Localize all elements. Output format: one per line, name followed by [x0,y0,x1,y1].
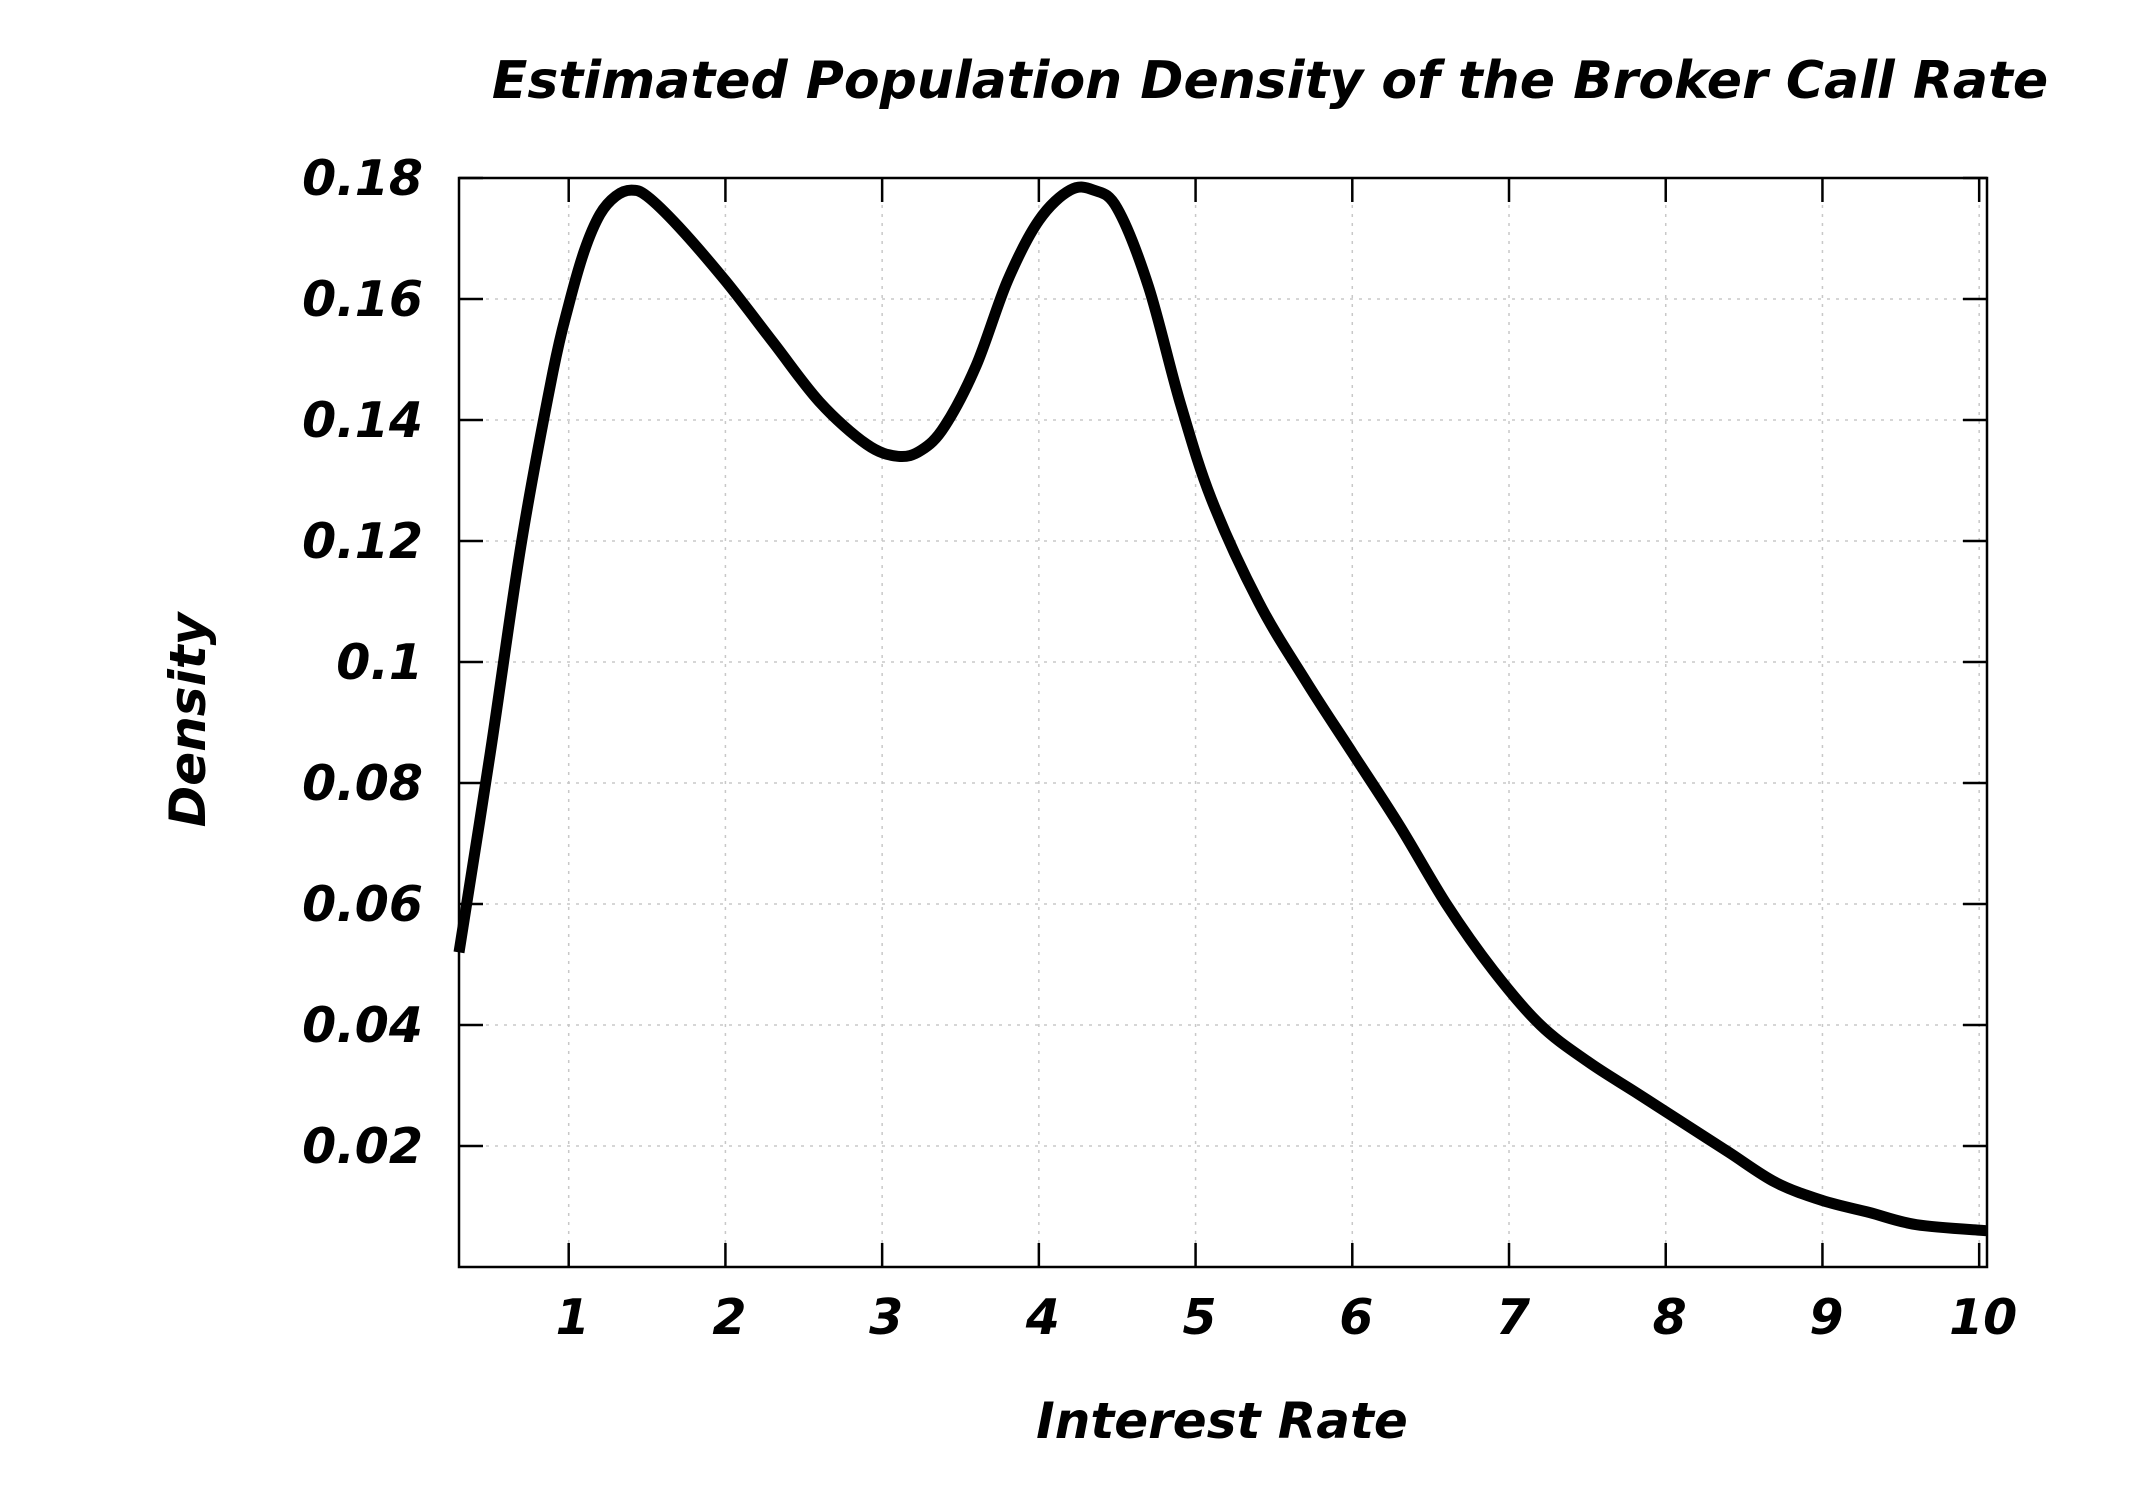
y-tick-label: 0.06 [302,876,423,933]
x-tick-label: 10 [1949,1289,2017,1346]
x-axis-label: Interest Rate [1036,1392,1408,1450]
x-tick-label: 7 [1496,1289,1530,1346]
x-tick-label: 6 [1339,1289,1373,1346]
y-tick-label: 0.04 [302,997,423,1054]
x-tick-label: 3 [869,1289,903,1346]
y-tick-label: 0.12 [302,513,423,570]
y-axis-label: Density [159,610,217,827]
plot-frame [457,176,1989,1269]
x-tick-label: 4 [1025,1289,1060,1346]
density-curve [453,181,1988,1237]
y-tick-label: 0.08 [302,755,423,812]
y-tick-label: 0.02 [302,1118,423,1175]
x-tick-label: 8 [1653,1289,1687,1346]
chart-title: Estimated Population Density of the Brok… [492,51,2048,111]
y-tick-label: 0.16 [302,271,423,328]
x-tick-label: 2 [712,1289,746,1346]
tick-labels: 1 2 3 4 5 6 7 8 9 10 0.02 0.04 0.06 0.08 0.1 0.12 0.14 0.… [302,150,2017,1346]
y-tick-label: 0.18 [302,150,423,207]
y-tick-label: 0.14 [302,392,423,449]
x-tick-label: 9 [1809,1289,1843,1346]
ticks [459,176,1987,1267]
x-tick-label: 1 [556,1289,590,1346]
x-tick-label: 5 [1183,1289,1217,1346]
y-tick-label: 0.1 [336,634,423,691]
